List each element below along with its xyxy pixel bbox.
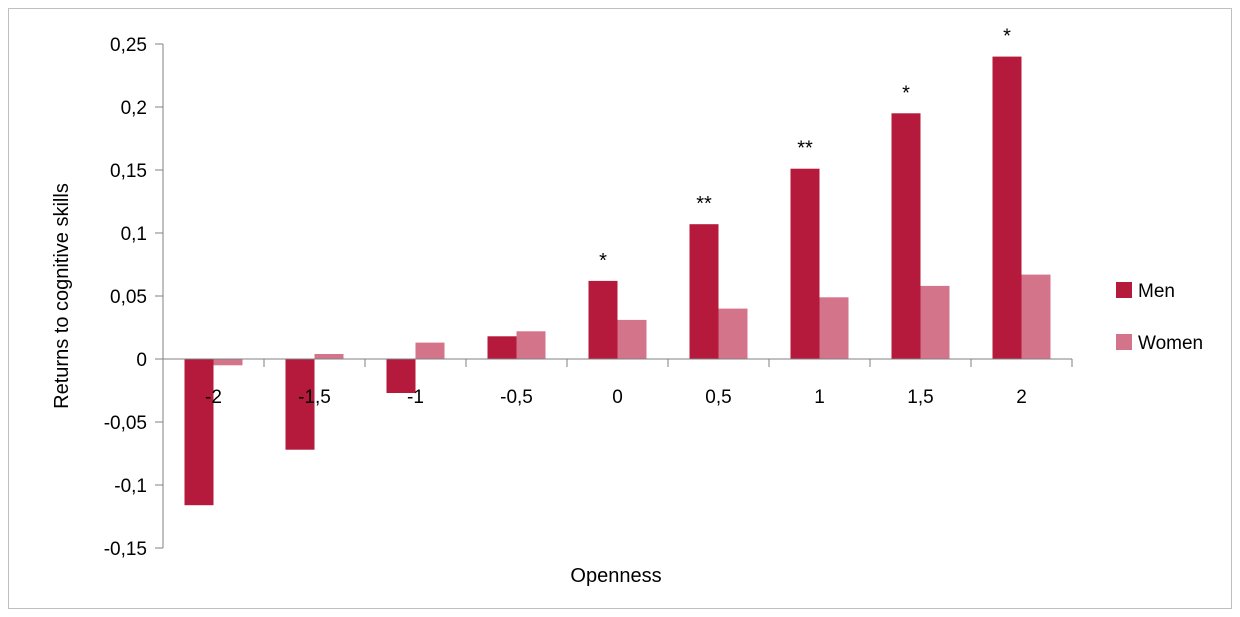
bar-women-2	[415, 342, 445, 359]
y-tick-label-2: -0,05	[104, 413, 147, 434]
x-tick-label-6: 1	[814, 387, 825, 408]
bar-men-2	[386, 359, 416, 393]
y-tick-label-0: -0,15	[104, 539, 147, 560]
bar-women-5	[718, 308, 748, 359]
bar-men-5	[689, 224, 719, 359]
legend-swatch-women	[1116, 334, 1132, 350]
bar-men-7	[891, 113, 921, 359]
bar-women-4	[617, 319, 647, 359]
x-tick-label-1: -1,5	[298, 387, 331, 408]
x-tick-label-3: -0,5	[500, 387, 533, 408]
significance-mark-6: **	[797, 138, 813, 160]
legend: Men Women	[1116, 281, 1203, 354]
y-tick-label-6: 0,15	[110, 161, 147, 182]
bar-women-3	[516, 331, 546, 359]
x-tick-label-5: 0,5	[705, 387, 731, 408]
bar-women-1	[314, 354, 344, 359]
y-axis-title: Returns to cognitive skills	[51, 183, 73, 409]
y-tick-label-5: 0,1	[121, 224, 147, 245]
significance-mark-7: *	[902, 82, 910, 104]
x-tick-label-2: -1	[407, 387, 424, 408]
bar-men-4	[588, 280, 618, 359]
x-tick-label-0: -2	[205, 387, 222, 408]
significance-mark-4: *	[599, 250, 607, 272]
x-tick-label-8: 2	[1016, 387, 1027, 408]
x-axis-title: Openness	[570, 565, 661, 587]
bar-women-6	[819, 297, 849, 359]
legend-label-men: Men	[1138, 281, 1175, 302]
y-tick-label-4: 0,05	[110, 287, 147, 308]
bar-men-8	[992, 56, 1022, 359]
bar-women-0	[213, 359, 243, 366]
legend-label-women: Women	[1138, 333, 1203, 354]
y-tick-labels: -0,15 -0,1 -0,05 0 0,05 0,1 0,15 0,2 0,25	[104, 35, 147, 560]
y-tick-label-3: 0	[136, 350, 147, 371]
significance-mark-5: **	[696, 193, 712, 215]
significance-layer: *******	[599, 26, 1011, 272]
bars-layer	[184, 56, 1051, 506]
bar-men-6	[790, 168, 820, 359]
y-tick-label-7: 0,2	[121, 98, 147, 119]
bar-men-0	[184, 359, 214, 506]
legend-swatch-men	[1116, 282, 1132, 298]
significance-mark-8: *	[1003, 26, 1011, 48]
bar-women-7	[920, 285, 950, 359]
bar-men-3	[487, 336, 517, 359]
axes-layer	[155, 43, 1073, 549]
bar-men-1	[285, 359, 315, 450]
chart-frame	[8, 8, 1232, 609]
bar-women-8	[1021, 274, 1051, 359]
x-tick-labels: -2 -1,5 -1 -0,5 0 0,5 1 1,5 2	[205, 387, 1027, 408]
x-tick-label-7: 1,5	[907, 387, 933, 408]
x-tick-label-4: 0	[612, 387, 623, 408]
y-tick-label-1: -0,1	[114, 476, 147, 497]
y-tick-label-8: 0,25	[110, 35, 147, 56]
